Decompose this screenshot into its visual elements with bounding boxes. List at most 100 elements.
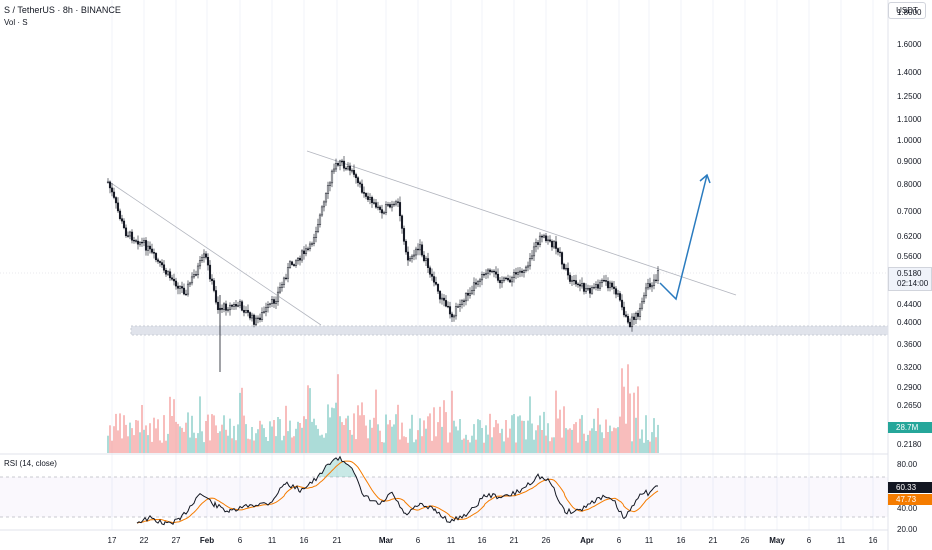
candle-body <box>400 215 404 229</box>
candle-body <box>250 314 254 319</box>
candle-body <box>370 197 374 203</box>
volume-bar <box>261 424 263 453</box>
currency-selector[interactable]: USDT <box>888 2 926 19</box>
candle-body <box>558 251 562 254</box>
candle-body <box>136 240 140 245</box>
candle-body <box>580 283 584 287</box>
candle-body <box>210 278 214 281</box>
volume-bar <box>339 416 341 453</box>
volume-bar <box>215 425 217 453</box>
volume-bar <box>573 424 575 453</box>
volume-bar <box>277 417 279 453</box>
candle-body <box>376 206 380 209</box>
candle-body <box>284 277 288 280</box>
symbol-title[interactable]: S / TetherUS · 8h · BINANCE <box>4 5 121 15</box>
candle-body <box>530 255 534 259</box>
volume-bar <box>273 420 275 453</box>
volume-bar <box>463 438 465 453</box>
candle-body <box>380 209 384 214</box>
volume-bar <box>267 441 269 453</box>
volume-bar <box>483 442 485 453</box>
volume-bar <box>357 405 359 453</box>
candle-body <box>402 228 406 242</box>
volume-bar <box>151 441 153 453</box>
volume-bar <box>465 434 467 453</box>
volume-bar <box>421 436 423 453</box>
candle-body <box>632 316 636 320</box>
volume-bar <box>401 422 403 453</box>
volume-bar <box>437 422 439 453</box>
volume-bar <box>393 424 395 453</box>
volume-bar <box>503 441 505 453</box>
volume-bar <box>383 442 385 453</box>
rsi-overbought-fill <box>318 456 356 477</box>
rsi-ma-value-tag: 47.73 <box>888 494 932 505</box>
volume-bar <box>125 424 127 453</box>
candle-body <box>614 288 618 295</box>
volume-bar <box>159 440 161 453</box>
candle-body <box>108 181 112 189</box>
time-axis-label: 21 <box>332 536 342 545</box>
price-axis-label: 0.6200 <box>897 232 922 241</box>
candle-body <box>256 317 260 320</box>
candle-body <box>606 281 610 289</box>
time-axis-label: 21 <box>708 536 718 545</box>
price-axis-label: 1.4000 <box>897 68 922 77</box>
candle-body <box>518 270 522 273</box>
volume-bar <box>165 440 167 453</box>
volume-bar <box>275 436 277 453</box>
volume-bar <box>199 396 201 453</box>
candle-body <box>192 274 196 278</box>
candle-body <box>638 307 642 317</box>
candle-body <box>352 170 356 175</box>
time-axis-label: 26 <box>541 536 551 545</box>
volume-bar <box>399 439 401 453</box>
candle-body <box>544 235 548 242</box>
candle-body <box>608 282 612 289</box>
candle-body <box>460 300 464 305</box>
candle-body <box>194 274 198 276</box>
volume-bar <box>331 407 333 453</box>
candle-body <box>624 314 628 317</box>
volume-bar <box>345 418 347 453</box>
candle-body <box>324 193 328 203</box>
volume-bar <box>139 432 141 453</box>
rsi-pane <box>0 455 888 526</box>
volume-bar <box>229 418 231 453</box>
candle-body <box>522 270 526 273</box>
volume-bar <box>107 435 109 453</box>
price-axis-label: 0.2180 <box>897 440 922 449</box>
volume-bar <box>429 413 431 453</box>
volume-bar <box>179 426 181 453</box>
volume-bar <box>271 426 273 453</box>
candle-body <box>170 277 174 280</box>
candle-body <box>642 295 646 303</box>
candle-body <box>112 191 116 198</box>
volume-bar <box>395 414 397 453</box>
volume-bar <box>633 392 635 453</box>
candle-body <box>288 261 292 268</box>
volume-bar <box>295 428 297 453</box>
candle-body <box>406 251 410 261</box>
candle-body <box>252 314 256 325</box>
candle-body <box>622 306 626 316</box>
candle-body <box>470 290 474 294</box>
candle-body <box>524 266 528 271</box>
projection-arrow <box>659 173 711 301</box>
candle-body <box>236 304 240 307</box>
candle-body <box>554 241 558 249</box>
candle-body <box>586 288 590 290</box>
candle-body <box>394 201 398 205</box>
volume-bar <box>609 425 611 453</box>
candle-body <box>354 174 358 178</box>
candle-body <box>222 303 226 310</box>
volume-bar <box>221 424 223 453</box>
rsi-title[interactable]: RSI (14, close) <box>4 459 57 468</box>
candle-body <box>106 181 110 183</box>
volume-indicator-label[interactable]: Vol · S <box>4 18 28 27</box>
volume-bar <box>237 424 239 453</box>
volume-bar <box>653 418 655 453</box>
volume-bar <box>439 406 441 453</box>
volume-bar <box>657 424 659 453</box>
